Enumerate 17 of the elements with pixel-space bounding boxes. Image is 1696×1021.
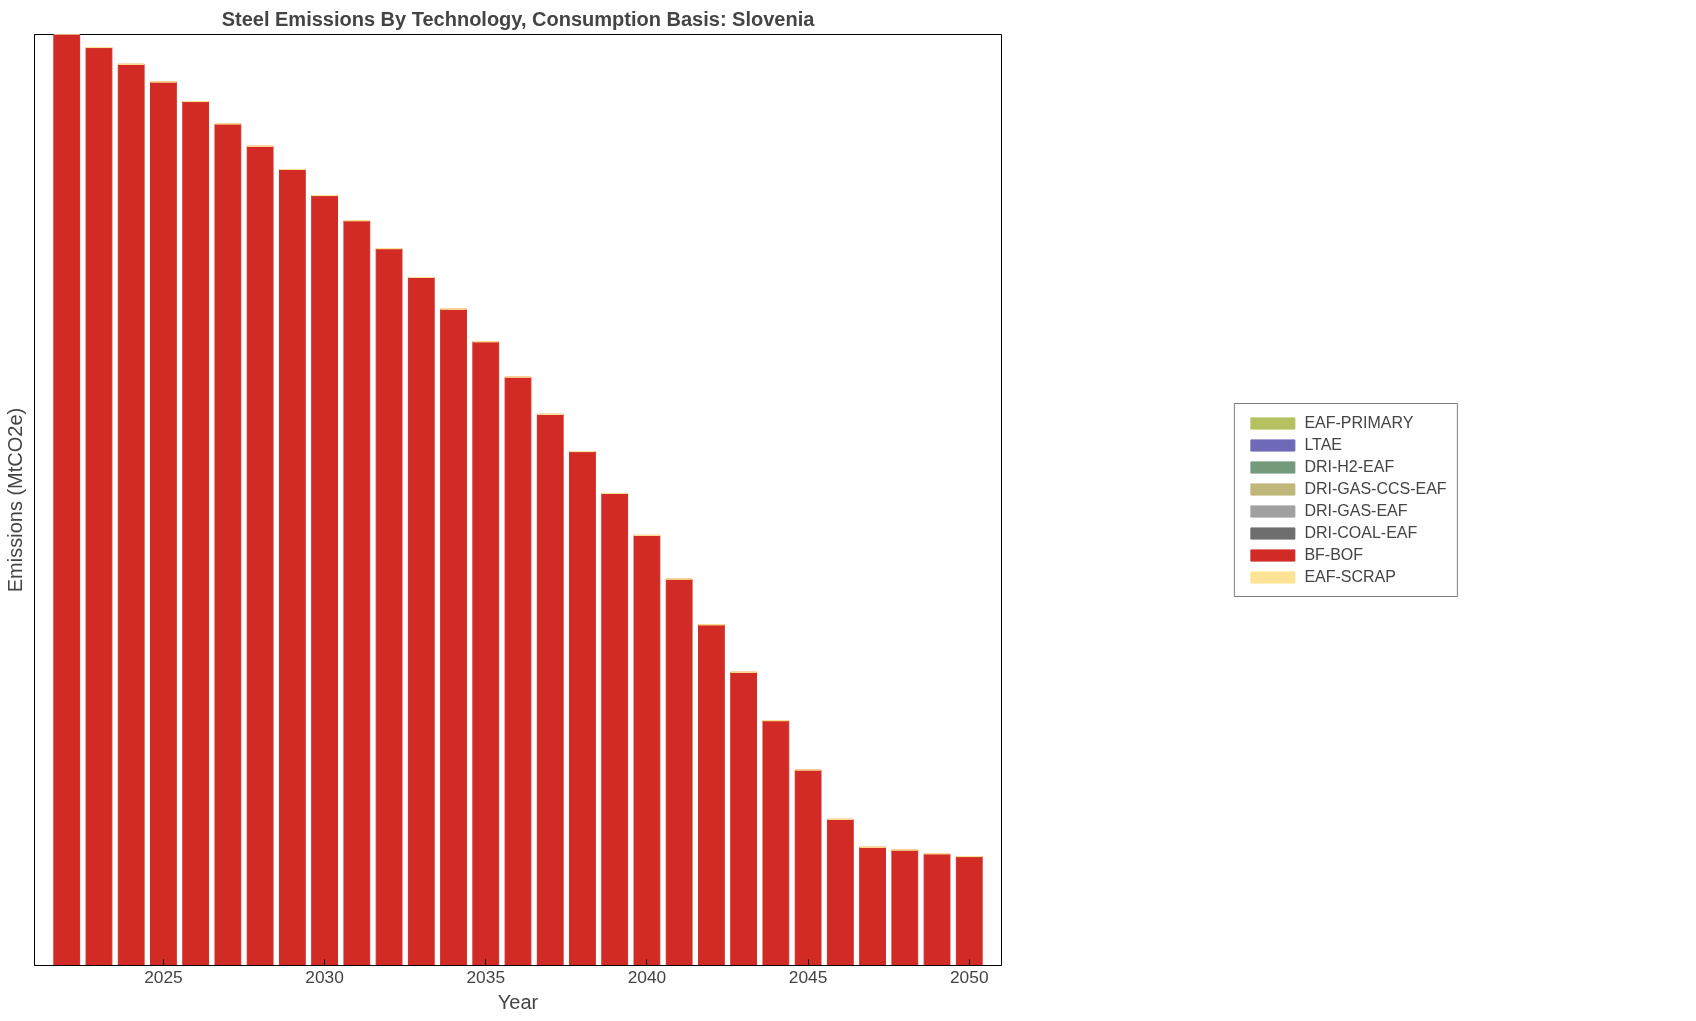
legend-label: BF-BOF xyxy=(1304,545,1364,564)
x-tick-label: 2030 xyxy=(305,966,344,987)
legend-label: EAF-PRIMARY xyxy=(1304,413,1414,432)
chart-title: Steel Emissions By Technology, Consumption Basis: Slovenia xyxy=(221,7,816,30)
x-tick-label: 2050 xyxy=(949,966,989,987)
legend-label: DRI-GAS-CCS-EAF xyxy=(1304,479,1447,498)
legend-label: DRI-H2-EAF xyxy=(1304,457,1395,476)
x-tick-label: 2025 xyxy=(144,966,183,987)
legend-label: DRI-GAS-EAF xyxy=(1304,501,1408,520)
legend-label: DRI-COAL-EAF xyxy=(1304,523,1418,542)
y-axis-title: Emissions (MtCO2e) xyxy=(3,407,26,593)
x-tick-label: 2035 xyxy=(466,966,506,987)
legend-label: EAF-SCRAP xyxy=(1304,567,1396,586)
x-axis-title: Year xyxy=(497,990,539,1013)
x-tick-label: 2040 xyxy=(627,966,667,987)
x-tick-label: 2045 xyxy=(788,966,828,987)
legend-label: LTAE xyxy=(1304,435,1343,454)
